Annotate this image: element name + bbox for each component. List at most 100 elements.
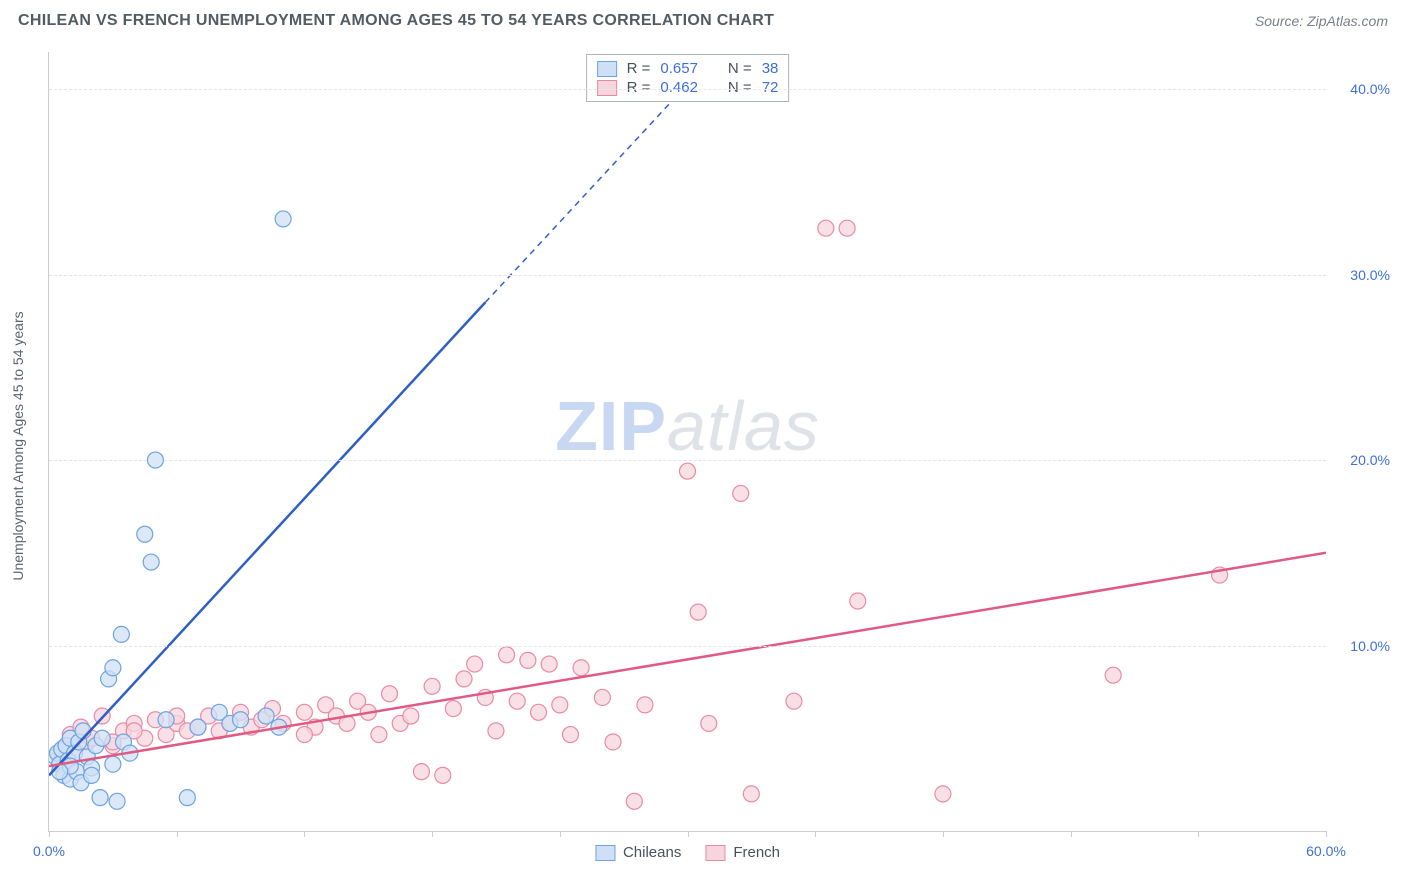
french-point xyxy=(573,660,589,676)
chileans-point xyxy=(137,526,153,542)
french-point xyxy=(296,727,312,743)
legend-swatch xyxy=(595,845,615,861)
chileans-point xyxy=(109,793,125,809)
french-point xyxy=(467,656,483,672)
legend-correlation-row: R = 0.462 N = 72 xyxy=(597,78,779,97)
chart-plot-area: ZIPatlas R =0.657N =38R =0.462N =72 Chil… xyxy=(48,52,1326,832)
gridline xyxy=(49,646,1326,647)
chileans-point xyxy=(105,660,121,676)
french-point xyxy=(531,704,547,720)
gridline xyxy=(49,275,1326,276)
french-point xyxy=(552,697,568,713)
legend-r-label: R = xyxy=(627,60,651,77)
legend-r-value: 0.462 xyxy=(660,79,698,96)
x-tick xyxy=(560,831,561,837)
french-point xyxy=(445,701,461,717)
x-tick xyxy=(815,831,816,837)
legend-correlation-row: R = 0.657 N = 38 xyxy=(597,59,779,78)
y-tick-label: 30.0% xyxy=(1350,267,1390,283)
french-point xyxy=(520,652,536,668)
legend-series-label: French xyxy=(733,844,780,861)
chileans-point xyxy=(105,756,121,772)
legend-n-label: N = xyxy=(728,60,752,77)
french-point xyxy=(850,593,866,609)
chart-svg-layer xyxy=(49,52,1326,831)
french-point xyxy=(637,697,653,713)
french-trend-line xyxy=(49,553,1326,766)
french-point xyxy=(594,689,610,705)
x-tick xyxy=(49,831,50,837)
chileans-point xyxy=(113,626,129,642)
french-point xyxy=(541,656,557,672)
french-point xyxy=(690,604,706,620)
french-point xyxy=(509,693,525,709)
chileans-point xyxy=(275,211,291,227)
y-tick-label: 40.0% xyxy=(1350,81,1390,97)
french-point xyxy=(701,715,717,731)
french-point xyxy=(435,767,451,783)
x-tick xyxy=(1071,831,1072,837)
legend-correlation: R = 0.657 N = 38 R = 0.462 N = 72 xyxy=(586,54,790,102)
legend-r-label: R = xyxy=(627,79,651,96)
x-tick xyxy=(1198,831,1199,837)
french-point xyxy=(733,485,749,501)
legend-swatch xyxy=(705,845,725,861)
chileans-point xyxy=(158,712,174,728)
y-tick-label: 10.0% xyxy=(1350,638,1390,654)
x-tick xyxy=(943,831,944,837)
legend-r-value: 0.657 xyxy=(660,60,698,77)
y-tick-label: 20.0% xyxy=(1350,452,1390,468)
source-name: ZipAtlas.com xyxy=(1307,13,1388,29)
chart-title: CHILEAN VS FRENCH UNEMPLOYMENT AMONG AGE… xyxy=(18,12,774,30)
x-tick-label: 60.0% xyxy=(1306,843,1346,859)
french-point xyxy=(382,686,398,702)
french-point xyxy=(456,671,472,687)
legend-n-value: 38 xyxy=(762,60,779,77)
chart-source: Source: ZipAtlas.com xyxy=(1255,13,1388,29)
chileans-point xyxy=(258,708,274,724)
chart-header: CHILEAN VS FRENCH UNEMPLOYMENT AMONG AGE… xyxy=(0,0,1406,36)
x-tick xyxy=(304,831,305,837)
x-tick xyxy=(688,831,689,837)
french-point xyxy=(296,704,312,720)
source-prefix: Source: xyxy=(1255,13,1307,29)
y-axis-title: Unemployment Among Ages 45 to 54 years xyxy=(10,311,26,580)
french-point xyxy=(786,693,802,709)
french-point xyxy=(935,786,951,802)
french-point xyxy=(743,786,759,802)
x-tick xyxy=(1326,831,1327,837)
legend-series-item: Chileans xyxy=(595,844,681,861)
french-point xyxy=(626,793,642,809)
chileans-point xyxy=(179,790,195,806)
chileans-point xyxy=(233,712,249,728)
french-point xyxy=(413,764,429,780)
french-point xyxy=(424,678,440,694)
gridline xyxy=(49,460,1326,461)
chileans-point xyxy=(92,790,108,806)
french-point xyxy=(818,220,834,236)
x-tick xyxy=(432,831,433,837)
french-point xyxy=(562,727,578,743)
french-point xyxy=(499,647,515,663)
legend-series-item: French xyxy=(705,844,780,861)
legend-n-value: 72 xyxy=(762,79,779,96)
french-point xyxy=(403,708,419,724)
legend-series-label: Chileans xyxy=(623,844,681,861)
gridline xyxy=(49,89,1326,90)
french-point xyxy=(488,723,504,739)
french-point xyxy=(371,727,387,743)
legend-series: Chileans French xyxy=(595,844,780,861)
legend-n-label: N = xyxy=(728,79,752,96)
chileans-point xyxy=(143,554,159,570)
french-point xyxy=(605,734,621,750)
french-point xyxy=(680,463,696,479)
x-tick-label: 0.0% xyxy=(33,843,65,859)
french-point xyxy=(839,220,855,236)
chileans-point xyxy=(190,719,206,735)
x-tick xyxy=(177,831,178,837)
legend-swatch xyxy=(597,80,617,96)
chileans-point xyxy=(94,730,110,746)
chileans-point xyxy=(84,767,100,783)
french-point xyxy=(1105,667,1121,683)
legend-swatch xyxy=(597,61,617,77)
